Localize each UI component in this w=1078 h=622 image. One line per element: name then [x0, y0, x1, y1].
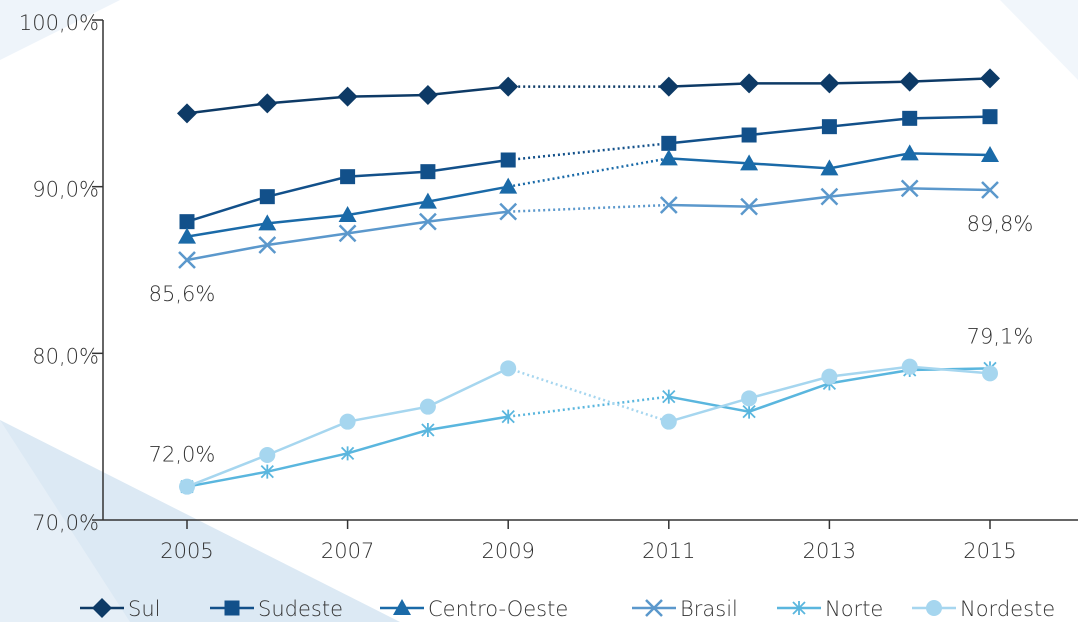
- legend-item: Nordeste: [912, 597, 1055, 621]
- x-tick-label: 2009: [481, 539, 534, 563]
- marker: [660, 413, 677, 430]
- marker: [179, 478, 195, 495]
- marker: [740, 154, 759, 171]
- marker: [739, 73, 760, 94]
- marker: [393, 599, 411, 615]
- marker: [499, 202, 518, 221]
- value-label: 79,1%: [967, 324, 1034, 348]
- legend-label: Sudeste: [258, 597, 343, 621]
- marker: [981, 181, 999, 199]
- y-tick-label: 80,0%: [32, 344, 99, 368]
- y-tick-label: 90,0%: [32, 178, 99, 202]
- marker: [258, 214, 277, 231]
- marker: [500, 360, 517, 377]
- marker: [820, 159, 839, 176]
- legend-label: Norte: [825, 597, 883, 621]
- marker: [742, 404, 756, 419]
- legend-item: Sul: [80, 597, 160, 621]
- marker: [498, 76, 519, 97]
- marker: [740, 197, 758, 216]
- legend-item: Brasil: [632, 597, 738, 621]
- marker: [981, 146, 999, 162]
- marker: [224, 600, 240, 616]
- marker: [178, 251, 196, 269]
- marker: [820, 187, 839, 206]
- marker: [340, 446, 355, 461]
- marker: [417, 85, 438, 105]
- marker: [821, 119, 837, 135]
- marker: [926, 600, 942, 616]
- gap-connector: [507, 157, 670, 188]
- marker: [982, 109, 998, 125]
- legend-item: Sudeste: [210, 597, 343, 621]
- legend-item: Norte: [777, 597, 883, 621]
- marker: [661, 135, 677, 151]
- marker: [741, 390, 758, 407]
- marker: [420, 164, 436, 180]
- marker: [339, 413, 356, 430]
- marker: [662, 389, 676, 404]
- marker: [179, 214, 195, 230]
- marker: [260, 464, 274, 479]
- marker: [499, 177, 518, 194]
- marker: [259, 447, 276, 463]
- y-tick-label: 70,0%: [32, 511, 99, 535]
- x-tick-label: 2005: [160, 539, 213, 563]
- marker: [500, 152, 516, 168]
- marker: [792, 601, 806, 615]
- marker: [900, 179, 919, 198]
- marker: [980, 68, 1000, 89]
- marker: [418, 192, 437, 209]
- marker: [259, 189, 275, 205]
- marker: [658, 76, 679, 97]
- marker: [821, 368, 838, 385]
- legend-label: Centro-Oeste: [428, 597, 568, 621]
- marker: [340, 169, 356, 185]
- marker: [258, 236, 277, 254]
- legend-item: Centro-Oeste: [380, 597, 568, 621]
- marker: [645, 599, 663, 617]
- legend-label: Brasil: [680, 597, 738, 621]
- marker: [982, 365, 998, 382]
- marker: [899, 71, 920, 92]
- marker: [338, 206, 357, 222]
- marker: [902, 110, 918, 126]
- legend-label: Nordeste: [960, 597, 1055, 621]
- value-label: 85,6%: [149, 282, 216, 306]
- marker: [819, 73, 840, 94]
- marker: [659, 196, 678, 214]
- gap-connector: [508, 142, 669, 162]
- marker: [659, 149, 678, 166]
- gap-connector: [508, 203, 669, 213]
- legend-label: Sul: [128, 597, 160, 621]
- marker: [337, 86, 358, 107]
- marker: [419, 212, 437, 231]
- marker: [338, 224, 357, 243]
- gap-connector: [507, 367, 670, 423]
- x-tick-label: 2013: [803, 539, 856, 563]
- marker: [741, 127, 757, 143]
- marker: [501, 409, 515, 424]
- marker: [421, 423, 435, 437]
- value-label: 89,8%: [967, 212, 1034, 236]
- marker: [178, 227, 196, 244]
- x-tick-label: 2015: [963, 539, 1016, 563]
- y-tick-label: 100,0%: [19, 11, 99, 35]
- marker: [92, 598, 112, 618]
- x-tick-label: 2007: [321, 539, 374, 563]
- marker: [901, 358, 918, 375]
- value-label: 72,0%: [149, 443, 216, 467]
- marker: [419, 398, 436, 415]
- marker: [177, 103, 197, 124]
- x-tick-label: 2011: [642, 539, 695, 563]
- gap-connector: [508, 395, 669, 418]
- marker: [900, 144, 919, 161]
- marker: [257, 93, 278, 114]
- legend: Sul Sudeste Centro-Oeste Brasil Norte Nordest…: [80, 597, 1055, 621]
